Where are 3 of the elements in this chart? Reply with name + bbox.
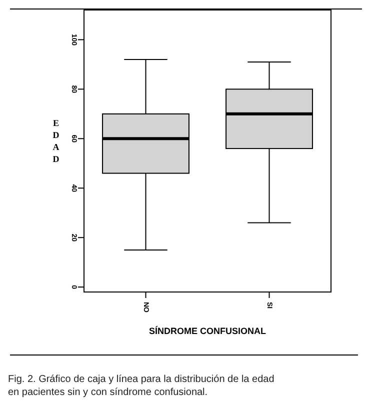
x-axis-title: SÍNDROME CONFUSIONAL [149, 326, 266, 336]
y-axis-title: EDAD [52, 118, 60, 164]
caption: Fig. 2. Gráfico de caja y línea para la distribución de la edad en pacientes sin y con síndrome confusional. [8, 374, 274, 398]
